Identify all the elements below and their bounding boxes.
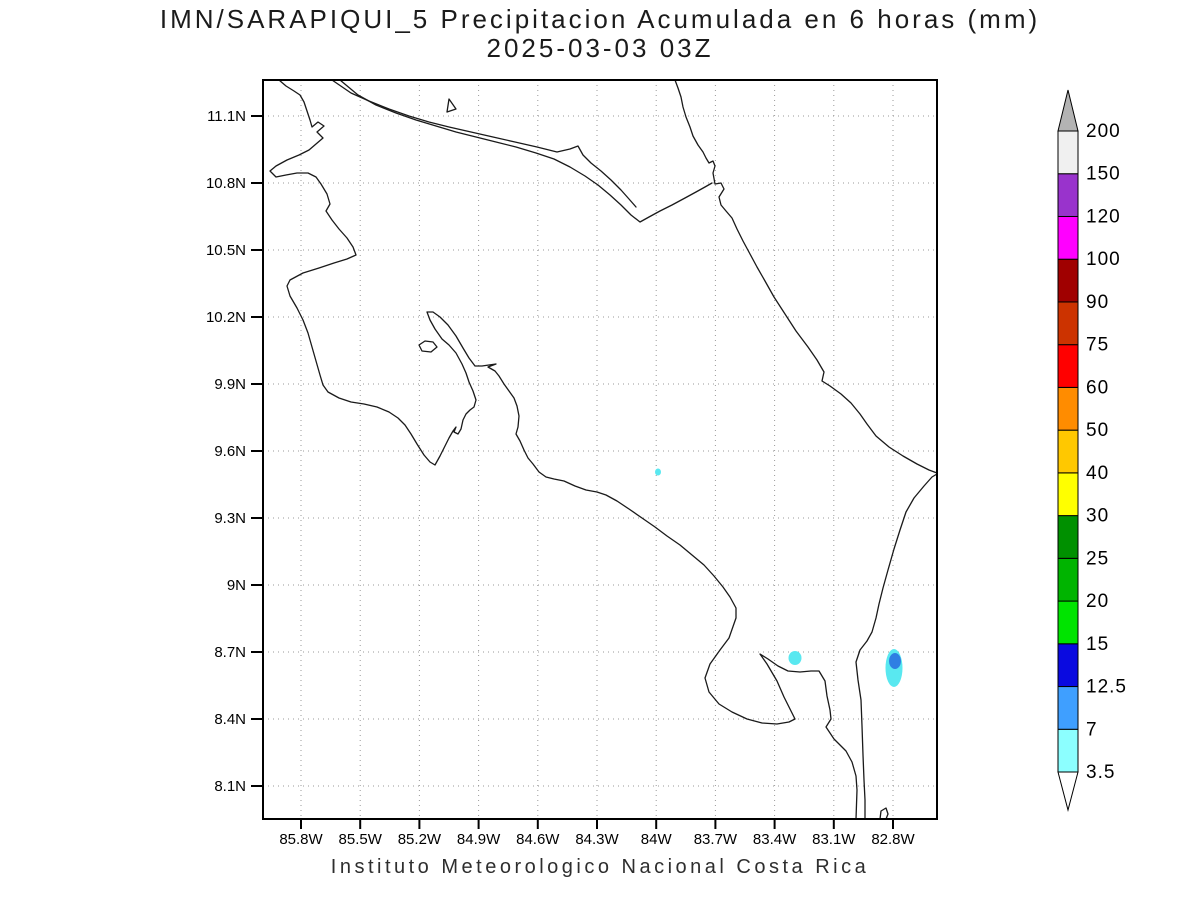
colorbar-label: 20 (1086, 591, 1109, 612)
lat-axis-label: 10.5N (206, 242, 246, 259)
lat-axis-label: 11.1N (207, 108, 246, 125)
lon-axis-label: 82.8W (871, 831, 915, 848)
colorbar-segment (1057, 557, 1079, 602)
colorbar-segment (1057, 643, 1079, 688)
lat-axis-label: 10.8N (206, 175, 246, 192)
lon-axis-label: 83.4W (753, 831, 797, 848)
colorbar-segment (1057, 515, 1079, 559)
colorbar-segment (1057, 472, 1079, 517)
colorbar-label: 90 (1086, 292, 1109, 313)
coastline-chira-island (418, 340, 438, 353)
map-frame (262, 79, 938, 820)
colorbar-over-arrow (1057, 89, 1079, 132)
colorbar-label: 100 (1086, 249, 1121, 270)
lat-axis-label: 9.3N (214, 510, 246, 527)
lon-axis-label: 85.2W (398, 831, 442, 848)
colorbar-segment (1057, 301, 1079, 346)
lon-axis-label: 83.1W (812, 831, 856, 848)
colorbar-segment (1057, 728, 1079, 773)
lon-axis-label: 84W (641, 831, 673, 848)
precip-spot-east-core (889, 653, 901, 669)
lat-axis-label: 10.2N (206, 309, 246, 326)
lon-axis-label: 84.6W (516, 831, 560, 848)
colorbar-segment (1057, 173, 1079, 217)
page-subtitle-date: 2025-03-03 03Z (486, 33, 714, 63)
footer-text: Instituto Meteorologico Nacional Costa R… (330, 856, 870, 878)
lat-axis-label: 8.7N (214, 644, 246, 661)
colorbar-segment (1057, 600, 1079, 645)
lat-axis-label: 9.6N (214, 443, 246, 460)
colorbar-label: 15 (1086, 634, 1109, 655)
lon-axis-label: 85.5W (339, 831, 383, 848)
colorbar-label: 50 (1086, 420, 1109, 441)
coastline-nicaragua-border-line (339, 79, 713, 223)
colorbar-label: 200 (1086, 121, 1121, 142)
colorbar-label: 25 (1086, 548, 1109, 569)
colorbar-label: 75 (1086, 335, 1109, 356)
colorbar-label: 60 (1086, 377, 1109, 398)
colorbar-segment (1057, 429, 1079, 474)
coastline-pacific-coast-nicoya-osa (269, 79, 858, 820)
colorbar-segment (1057, 686, 1079, 730)
colorbar-label: 3.5 (1086, 762, 1115, 783)
precip-spot-center (655, 468, 661, 476)
coastline-south-islet (879, 807, 889, 820)
colorbar-segment (1057, 344, 1079, 388)
coastline-lake-nicaragua-shore (331, 79, 637, 208)
colorbar-label: 7 (1086, 719, 1098, 740)
page-title: IMN/SARAPIQUI_5 Precipitacion Acumulada … (159, 4, 1041, 34)
colorbar-segment (1057, 386, 1079, 431)
colorbar-segment (1057, 130, 1079, 175)
colorbar-under-arrow (1057, 771, 1079, 812)
colorbar-label: 30 (1086, 506, 1109, 527)
lat-axis-label: 9.9N (214, 376, 246, 393)
precip-spot-west (788, 651, 802, 665)
lat-axis-label: 8.4N (214, 711, 246, 728)
colorbar-label: 40 (1086, 463, 1109, 484)
coastline-caribbean-coast (674, 79, 938, 474)
colorbar-label: 12.5 (1086, 677, 1127, 698)
coastline-burica-panama-border (855, 473, 938, 820)
colorbar-segment (1057, 258, 1079, 303)
lat-axis-label: 9N (227, 577, 246, 594)
lat-axis-label: 8.1N (214, 778, 246, 795)
colorbar-label: 120 (1086, 206, 1121, 227)
lon-axis-label: 83.7W (694, 831, 738, 848)
lon-axis-label: 85.8W (279, 831, 323, 848)
colorbar-label: 150 (1086, 164, 1121, 185)
lon-axis-label: 84.9W (457, 831, 501, 848)
lon-axis-label: 84.3W (575, 831, 619, 848)
colorbar-segment (1057, 215, 1079, 260)
coastline-lake-island (446, 98, 457, 113)
